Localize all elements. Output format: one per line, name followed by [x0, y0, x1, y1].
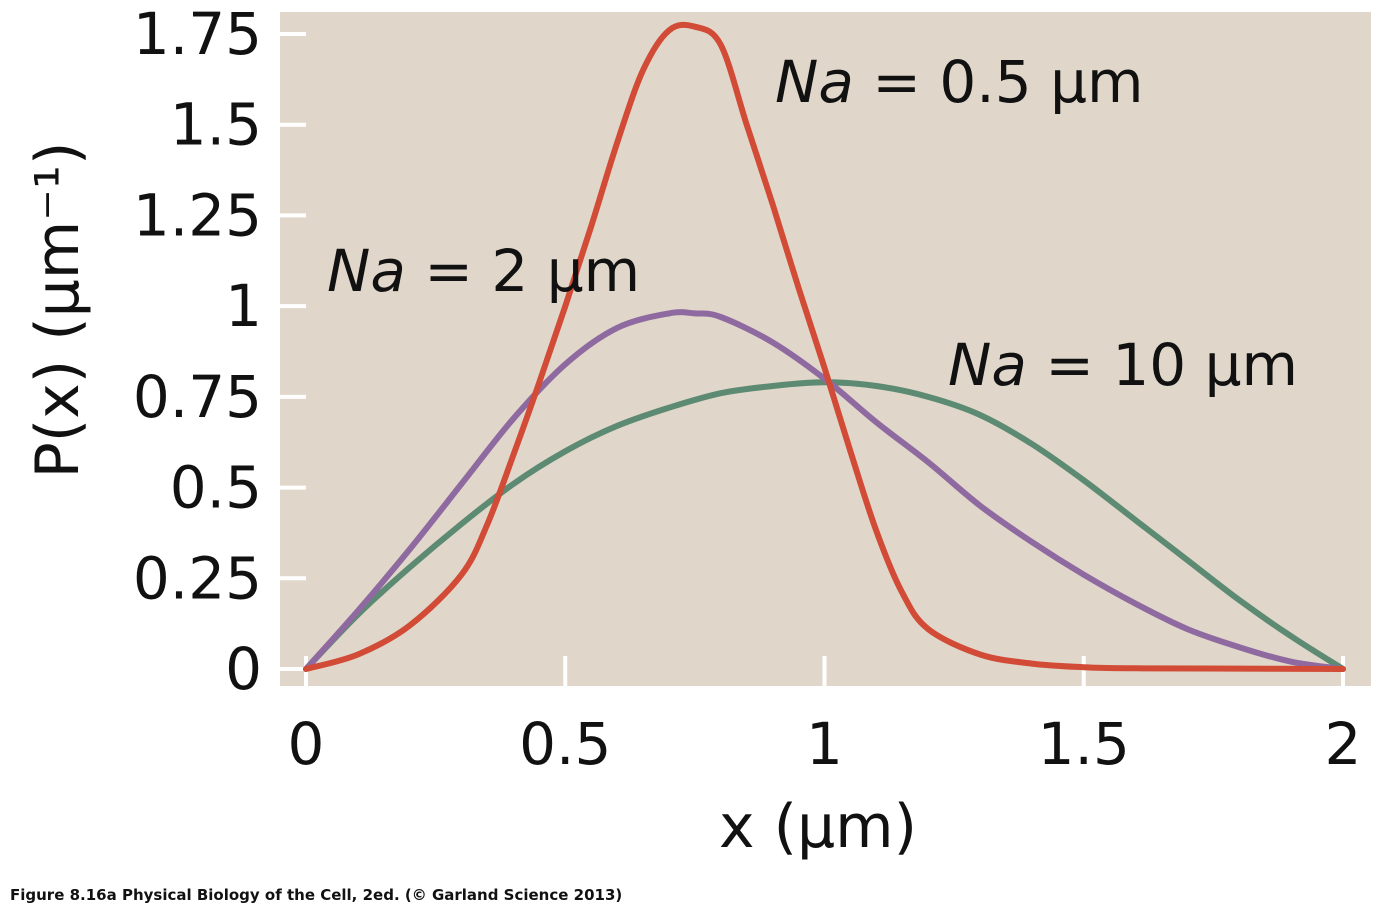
tick-marks: [280, 32, 1345, 686]
x-tick-label: 2: [1325, 710, 1362, 778]
y-tick-label: 0: [225, 635, 262, 703]
y-tick-label: 0.75: [133, 363, 262, 431]
y-axis-title: P(x) (μm⁻¹): [23, 142, 93, 479]
y-tick-label: 1.5: [170, 91, 262, 159]
y-tick-label: 1.75: [133, 0, 262, 68]
x-axis-title: x (μm): [719, 792, 917, 862]
y-tick-label: 1: [225, 272, 262, 340]
x-tick-label: 0.5: [519, 710, 611, 778]
y-tick-label: 0.5: [170, 454, 262, 522]
series-line-na-2: [303, 309, 1346, 672]
series-line-na-0-5: [303, 21, 1346, 672]
y-tick-label: 0.25: [133, 544, 262, 612]
y-tick-label: 1.25: [133, 181, 262, 249]
annotation-na-0-5: Na = 0.5 μm: [775, 48, 1143, 116]
y-tick-labels: 0 0.25 0.5 0.75 1 1.25 1.5 1.75: [133, 0, 262, 703]
chart: 0 0.5 1 1.5 2 0 0.25 0.5 0.75 1 1.25 1.5 1.75 Na = …: [23, 0, 1371, 862]
x-tick-label: 0: [288, 710, 325, 778]
series-lines: [303, 21, 1346, 672]
series-annotations: Na = 0.5 μm Na = 2 μm Na = 10 μm: [327, 48, 1298, 399]
figure-caption: Figure 8.16a Physical Biology of the Cel…: [10, 886, 623, 904]
x-tick-label: 1: [806, 710, 843, 778]
annotation-na-10: Na = 10 μm: [948, 331, 1298, 399]
x-tick-labels: 0 0.5 1 1.5 2: [288, 710, 1362, 778]
annotation-na-2: Na = 2 μm: [327, 237, 640, 305]
x-tick-label: 1.5: [1038, 710, 1130, 778]
